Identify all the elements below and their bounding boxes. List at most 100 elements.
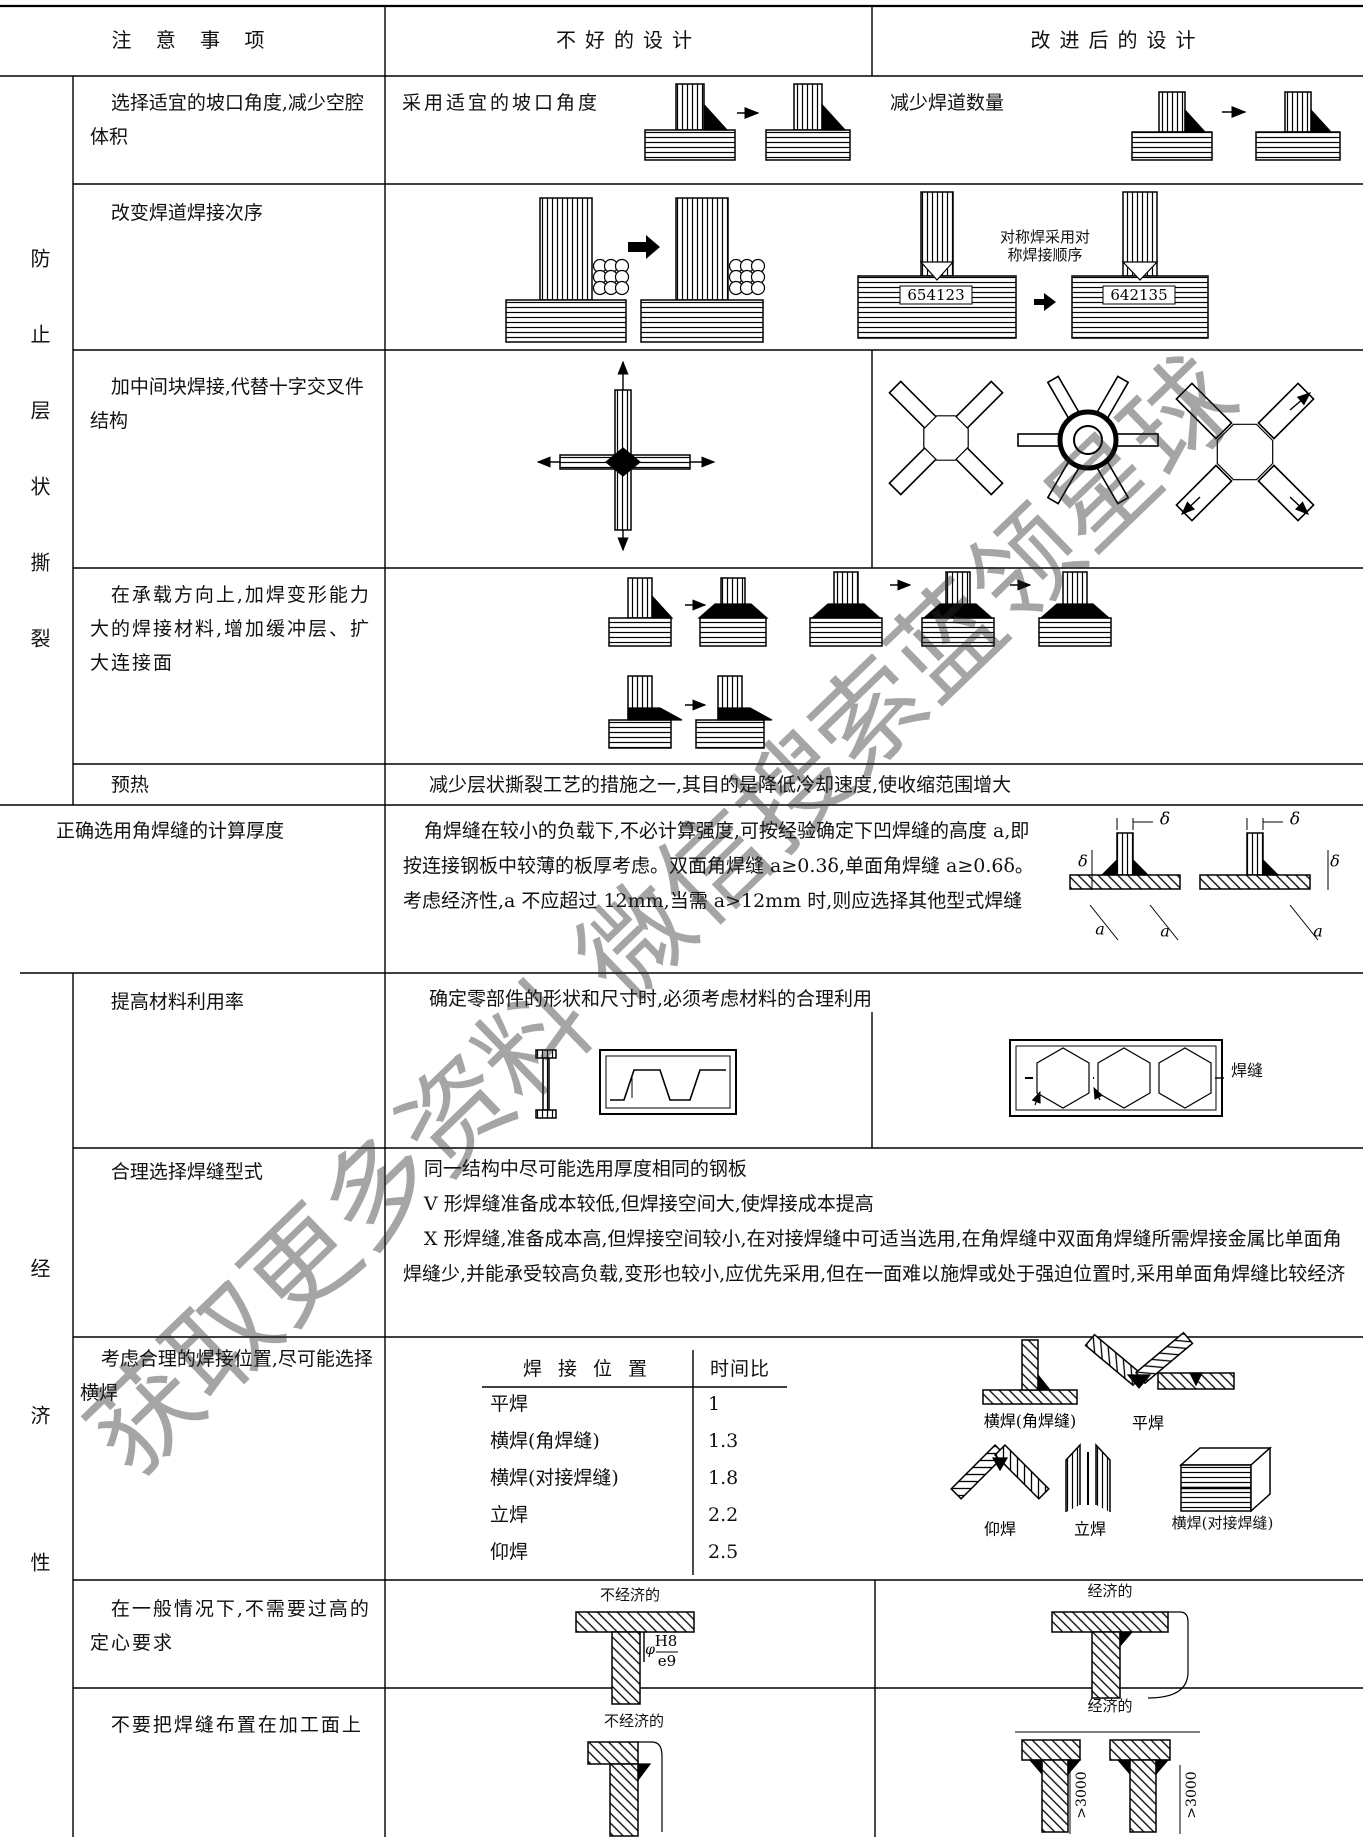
figure-label: 平焊: [1132, 1414, 1164, 1433]
weld: [1184, 108, 1207, 133]
plate: [644, 129, 736, 161]
weld: [703, 103, 729, 131]
shaft: [609, 1763, 639, 1837]
bead: [750, 280, 766, 296]
figure-label: a: [1313, 922, 1323, 941]
plate: [608, 719, 672, 749]
bead: [614, 280, 630, 296]
weld: [605, 447, 641, 477]
figure-label: δ: [1290, 810, 1300, 830]
paragraph: X 形焊缝,准备成本高,但焊接空间较小,在对接焊缝中可适当选用,在角焊缝中双面角…: [403, 1228, 1346, 1285]
good-text: 减少焊道数量: [890, 92, 1005, 114]
plate: [587, 1741, 639, 1765]
table-cell: 2.2: [708, 1504, 739, 1526]
arrow: [1289, 392, 1312, 411]
flange: [535, 1049, 557, 1059]
plate: [505, 299, 627, 343]
block: [1097, 1047, 1151, 1109]
good-label: 经济的: [1087, 1582, 1133, 1600]
outline: [638, 1741, 663, 1832]
bad-text: 采用适宜的坡口角度: [402, 92, 601, 114]
sheet: [605, 1055, 731, 1109]
good-label: 经济的: [1087, 1697, 1133, 1715]
plate: [1109, 1739, 1171, 1761]
block: [1250, 1446, 1271, 1513]
web: [793, 83, 823, 131]
plate: [982, 1389, 1078, 1405]
paragraph: V 形焊缝准备成本较低,但焊接空间大,使焊接成本提高: [423, 1193, 874, 1215]
table-cell: 1.8: [708, 1467, 739, 1489]
rules: [0, 4, 1363, 1837]
weld: [1119, 1631, 1134, 1648]
arm-bar: [1017, 433, 1065, 447]
outline: [1147, 1611, 1189, 1699]
figure-label: a: [1095, 920, 1105, 939]
figure-label: 立焊: [1074, 1520, 1106, 1539]
weld: [637, 1763, 652, 1782]
text: 减少层状撕裂工艺的措施之一,其目的是降低冷却速度,使收缩范围增大: [429, 774, 1012, 796]
bad-label: 不经济的: [599, 1586, 660, 1604]
figure-label: >3000: [1184, 1771, 1200, 1818]
web: [675, 83, 705, 131]
table-header: 焊 接 位 置: [522, 1358, 653, 1380]
arrow: [1089, 904, 1119, 941]
plate: [699, 617, 767, 647]
header-good: 改进后的设计: [1030, 28, 1205, 52]
figure-label: δ: [1160, 810, 1170, 830]
web: [1021, 1339, 1039, 1391]
figure-label: φ: [645, 1642, 655, 1658]
table-cell: 立焊: [490, 1504, 529, 1526]
table-cell: 1: [708, 1393, 721, 1415]
weld: [1100, 858, 1118, 876]
plate: [1199, 874, 1311, 890]
table-header: 时间比: [709, 1358, 770, 1380]
text: 角焊缝在较小的负载下,不必计算强度,可按经验确定下凹焊缝的高度 a,即按连接钢板…: [403, 820, 1034, 912]
weld: [697, 603, 769, 619]
arm: [1111, 433, 1159, 447]
weld-label: 焊缝: [1230, 1061, 1263, 1080]
plate: [1038, 617, 1112, 647]
note: 合理选择焊缝型式: [110, 1161, 263, 1183]
cut-line: [610, 1069, 726, 1101]
web: [1158, 91, 1186, 133]
arrow: [1031, 1090, 1041, 1106]
figure-label: δ: [1078, 852, 1088, 871]
plate: [921, 617, 995, 647]
figure-label: 横焊(角焊缝): [984, 1412, 1077, 1431]
plate: [575, 1611, 695, 1633]
block: [1216, 423, 1274, 481]
plate: [765, 129, 851, 161]
header-bad: 不好的设计: [556, 28, 701, 52]
plate: [1255, 131, 1341, 161]
weld: [922, 603, 994, 619]
plate: [1095, 1443, 1111, 1512]
note: 预热: [110, 774, 149, 796]
table-cell: 2.5: [708, 1541, 739, 1563]
weld: [1116, 1759, 1131, 1776]
shaft: [1041, 1759, 1069, 1833]
sheet: [599, 1049, 737, 1115]
block: [1036, 1047, 1090, 1109]
web: [1116, 832, 1134, 876]
web: [675, 197, 729, 301]
note: 选择适宜的坡口角度,减少空腔体积: [90, 92, 364, 148]
weld: [1037, 1373, 1052, 1391]
text: 确定零部件的形状和尺寸时,必须考虑材料的合理利用: [429, 988, 873, 1010]
web: [627, 577, 653, 619]
weld: [991, 1457, 1009, 1472]
arrow: [1180, 496, 1201, 515]
note: 考虑合理的焊接位置,尽可能选择横焊: [80, 1348, 373, 1404]
weld: [1155, 1759, 1170, 1776]
paragraph: 同一结构中尽可能选用厚度相同的钢板: [423, 1158, 747, 1180]
weld: [1121, 261, 1159, 281]
weld: [821, 103, 847, 131]
plate: [695, 719, 765, 749]
table-cell: 横焊(对接焊缝): [490, 1467, 619, 1489]
shaft: [1129, 1759, 1157, 1833]
arrow: [1093, 1086, 1104, 1101]
weld: [1126, 1374, 1152, 1389]
plate: [640, 299, 764, 343]
plate: [1065, 1443, 1081, 1512]
arm-bar: [1111, 433, 1159, 447]
plate: [1069, 874, 1181, 890]
